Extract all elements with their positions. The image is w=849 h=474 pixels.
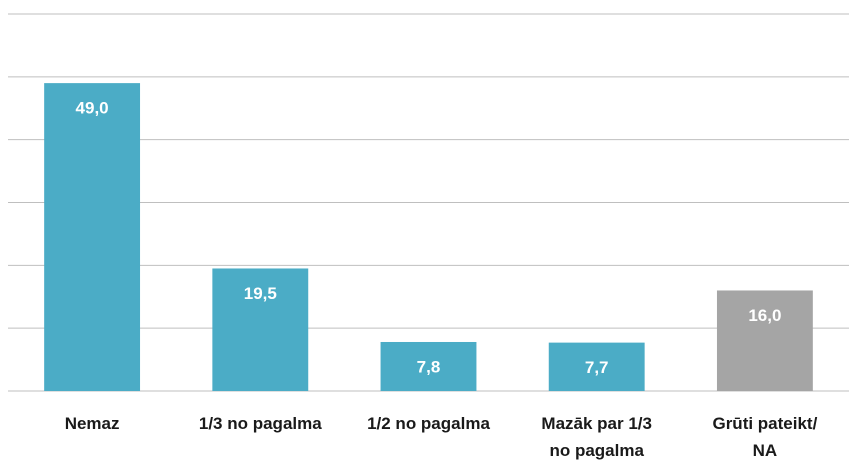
x-tick-label: Mazāk par 1/3 no pagalma	[541, 414, 652, 460]
x-tick-label: 1/2 no pagalma	[367, 414, 490, 433]
bar	[44, 83, 141, 391]
value-label: 7,8	[417, 357, 441, 376]
value-label: 49,0	[76, 99, 109, 118]
x-tick-label: 1/3 no pagalma	[199, 414, 322, 433]
bar	[716, 290, 813, 391]
value-label: 19,5	[244, 284, 277, 303]
bar	[380, 341, 477, 391]
x-tick-label: Nemaz	[65, 414, 120, 433]
bar	[548, 342, 645, 391]
bar	[212, 268, 309, 391]
x-tick-label: Grūti pateikt/NA	[712, 414, 817, 460]
value-label: 16,0	[748, 306, 781, 325]
value-label: 7,7	[585, 358, 609, 377]
